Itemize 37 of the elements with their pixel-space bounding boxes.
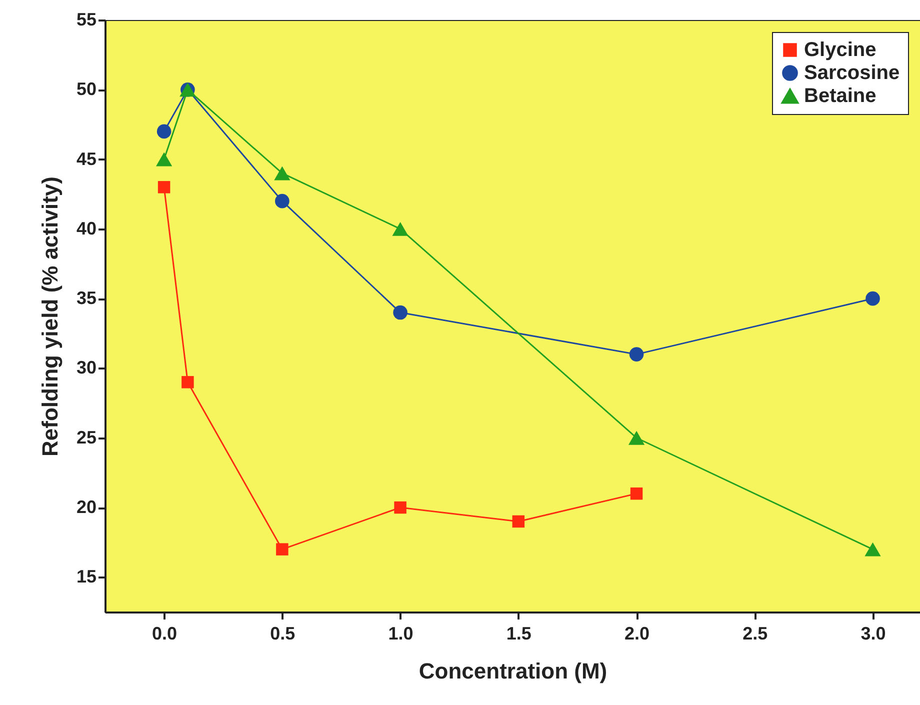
point <box>628 430 645 445</box>
point <box>392 222 408 236</box>
x-tick-label: 2.0 <box>624 624 650 644</box>
point <box>156 152 172 166</box>
point <box>866 291 880 306</box>
y-tick-label: 45 <box>76 148 96 169</box>
y-tick-label: 30 <box>76 358 96 378</box>
point <box>274 166 290 180</box>
y-tick-label: 50 <box>76 79 96 100</box>
legend-label: Sarcosine <box>804 62 900 84</box>
x-tick-label: 0.0 <box>152 624 178 644</box>
point <box>275 194 290 208</box>
x-tick-label: 0.5 <box>270 624 296 644</box>
x-axis-title: Concentration (M) <box>418 658 608 684</box>
legend-label: Betaine <box>804 85 876 107</box>
y-tick-label: 20 <box>76 497 96 518</box>
y-tick-label: 35 <box>76 288 96 308</box>
point <box>156 124 172 139</box>
point <box>393 305 408 320</box>
x-tick-label: 3.0 <box>860 624 886 644</box>
point <box>630 487 643 500</box>
y-tick-label: 15 <box>76 566 96 587</box>
point <box>182 376 194 388</box>
point <box>158 181 170 194</box>
y-tick-label: 55 <box>76 10 96 30</box>
legend-label: Glycine <box>804 39 876 61</box>
x-tick-label: 1.5 <box>506 624 532 644</box>
y-tick-label: 40 <box>76 218 96 238</box>
point <box>276 543 288 556</box>
point <box>629 347 644 362</box>
y-axis-title: Refolding yield (% activity) <box>37 176 62 456</box>
point <box>512 515 525 528</box>
point <box>864 542 881 556</box>
x-tick-label: 1.0 <box>388 624 414 644</box>
y-tick-label: 25 <box>76 427 96 448</box>
point <box>394 501 406 514</box>
x-tick-label: 2.5 <box>742 624 768 644</box>
